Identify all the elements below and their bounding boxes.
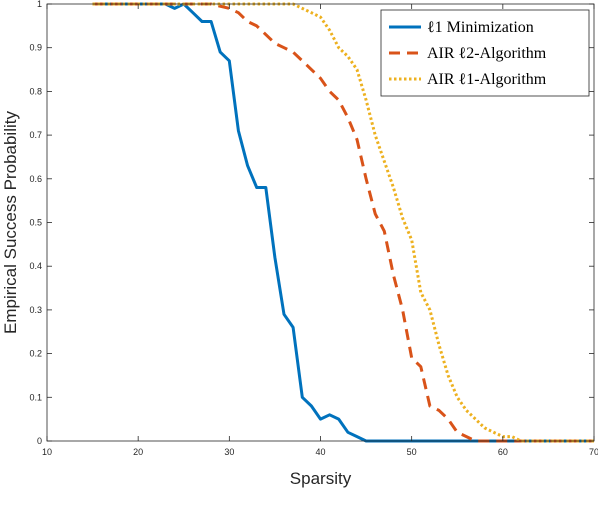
x-tick-label: 50 [407,447,417,457]
y-tick-label: 0.9 [29,43,42,53]
x-tick-label: 60 [498,447,508,457]
y-tick-label: 1 [37,0,42,9]
y-tick-label: 0.3 [29,305,42,315]
y-tick-label: 0.4 [29,261,42,271]
x-tick-label: 70 [589,447,598,457]
y-tick-label: 0.5 [29,218,42,228]
y-tick-label: 0.8 [29,86,42,96]
series-line-2 [92,2,594,443]
x-tick-label: 40 [315,447,325,457]
y-tick-label: 0 [37,436,42,446]
series-line-3 [92,2,594,443]
y-axis-label: Empirical Success Probability [1,111,20,334]
x-tick-label: 10 [42,447,52,457]
y-tick-label: 0.6 [29,174,42,184]
legend-label-3: AIR ℓ1-Algorithm [427,71,547,88]
x-axis-label: Sparsity [290,469,352,488]
legend-label-1: ℓ1 Minimization [427,19,534,36]
legend: ℓ1 Minimization AIR ℓ2-Algorithm AIR ℓ1-Al… [380,9,590,97]
x-tick-label: 30 [224,447,234,457]
legend-label-2: AIR ℓ2-Algorithm [427,45,547,62]
y-tick-label: 0.7 [29,130,42,140]
y-tick-label: 0.2 [29,349,42,359]
y-tick-label: 0.1 [29,392,42,402]
x-tick-label: 20 [133,447,143,457]
ticks: 10 20 30 40 50 60 70 0 0.1 0.2 0.3 0.4 0.5 0.6 0.7 0.8 0… [29,0,598,457]
